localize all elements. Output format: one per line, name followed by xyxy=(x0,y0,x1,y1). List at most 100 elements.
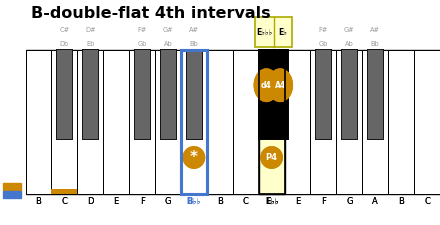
Ellipse shape xyxy=(268,69,292,101)
Text: Gb: Gb xyxy=(319,40,328,47)
Text: C: C xyxy=(62,197,67,206)
Bar xyxy=(414,50,440,194)
Text: E♭♭♭: E♭♭♭ xyxy=(256,28,272,37)
Bar xyxy=(77,50,103,194)
Text: G: G xyxy=(346,197,352,206)
Text: B: B xyxy=(217,197,223,206)
Bar xyxy=(134,50,150,139)
Text: E: E xyxy=(114,197,119,206)
Text: F#: F# xyxy=(319,27,328,33)
Text: *: * xyxy=(190,150,198,165)
Text: A4: A4 xyxy=(275,81,286,90)
Bar xyxy=(362,50,388,194)
Bar xyxy=(160,50,176,139)
Bar xyxy=(103,50,129,194)
Ellipse shape xyxy=(261,147,282,168)
Bar xyxy=(272,50,288,139)
Ellipse shape xyxy=(261,147,282,168)
Bar xyxy=(367,50,383,139)
Bar xyxy=(129,50,155,194)
Bar xyxy=(181,50,207,194)
Bar xyxy=(311,50,337,194)
Bar xyxy=(233,50,259,194)
Text: A#: A# xyxy=(189,27,199,33)
Text: D: D xyxy=(87,197,94,206)
Text: A4: A4 xyxy=(275,81,286,90)
Bar xyxy=(51,189,77,194)
Text: A: A xyxy=(372,197,378,206)
Bar xyxy=(56,50,73,139)
Bar xyxy=(186,50,202,139)
Text: C: C xyxy=(243,197,249,206)
Bar xyxy=(181,50,207,194)
Text: Ab: Ab xyxy=(345,40,354,47)
Text: G: G xyxy=(165,197,171,206)
Text: d4: d4 xyxy=(261,81,272,90)
Bar xyxy=(285,50,311,194)
Text: B: B xyxy=(217,197,223,206)
Text: C: C xyxy=(424,197,430,206)
Text: E: E xyxy=(295,197,300,206)
Bar xyxy=(315,50,331,139)
Bar xyxy=(341,50,357,139)
Text: D: D xyxy=(87,197,94,206)
Ellipse shape xyxy=(268,69,292,101)
Ellipse shape xyxy=(254,69,279,101)
Text: C: C xyxy=(62,197,67,206)
Text: d4: d4 xyxy=(261,81,272,90)
Text: Gb: Gb xyxy=(137,40,147,47)
Text: E♭♭: E♭♭ xyxy=(265,197,279,206)
Text: F: F xyxy=(321,197,326,206)
Bar xyxy=(388,50,414,194)
Bar xyxy=(26,50,51,194)
Text: F: F xyxy=(139,197,144,206)
Bar xyxy=(181,50,207,194)
Bar xyxy=(272,50,288,139)
Bar xyxy=(367,50,383,139)
Text: B: B xyxy=(398,197,404,206)
Text: G: G xyxy=(165,197,171,206)
Text: *: * xyxy=(190,150,198,165)
Text: C: C xyxy=(424,197,430,206)
Text: G#: G# xyxy=(344,27,355,33)
Bar xyxy=(3,183,21,190)
Text: B: B xyxy=(36,197,41,206)
Text: A: A xyxy=(372,197,378,206)
Bar xyxy=(258,50,275,139)
Text: G#: G# xyxy=(163,27,173,33)
Text: B-double-flat 4th intervals: B-double-flat 4th intervals xyxy=(31,6,270,21)
Text: B♭♭: B♭♭ xyxy=(187,197,201,206)
Bar xyxy=(186,50,202,139)
Text: basicmusictheory.com: basicmusictheory.com xyxy=(10,77,15,139)
Text: C#: C# xyxy=(59,27,70,33)
Bar xyxy=(51,50,77,194)
Bar xyxy=(3,191,21,198)
Text: P4: P4 xyxy=(266,153,278,162)
Bar xyxy=(337,50,362,194)
Text: B: B xyxy=(398,197,404,206)
Text: F#: F# xyxy=(137,27,147,33)
Text: A#: A# xyxy=(370,27,380,33)
Ellipse shape xyxy=(183,147,205,168)
Bar xyxy=(341,50,357,139)
Text: Bb: Bb xyxy=(190,40,198,47)
Text: Bb: Bb xyxy=(371,40,380,47)
Text: B: B xyxy=(36,197,41,206)
Text: B♭♭: B♭♭ xyxy=(187,197,201,206)
Text: G: G xyxy=(346,197,352,206)
Text: F: F xyxy=(139,197,144,206)
Text: E♭♭: E♭♭ xyxy=(265,197,279,206)
Ellipse shape xyxy=(183,147,205,168)
Bar xyxy=(82,50,98,139)
Bar xyxy=(207,50,233,194)
FancyBboxPatch shape xyxy=(255,17,292,47)
Bar xyxy=(259,50,285,194)
Bar xyxy=(258,50,275,139)
Bar xyxy=(26,50,440,194)
Bar xyxy=(315,50,331,139)
Text: E♭: E♭ xyxy=(278,28,287,37)
Text: P4: P4 xyxy=(266,153,278,162)
Text: Eb: Eb xyxy=(86,40,95,47)
Bar xyxy=(82,50,98,139)
Bar xyxy=(134,50,150,139)
